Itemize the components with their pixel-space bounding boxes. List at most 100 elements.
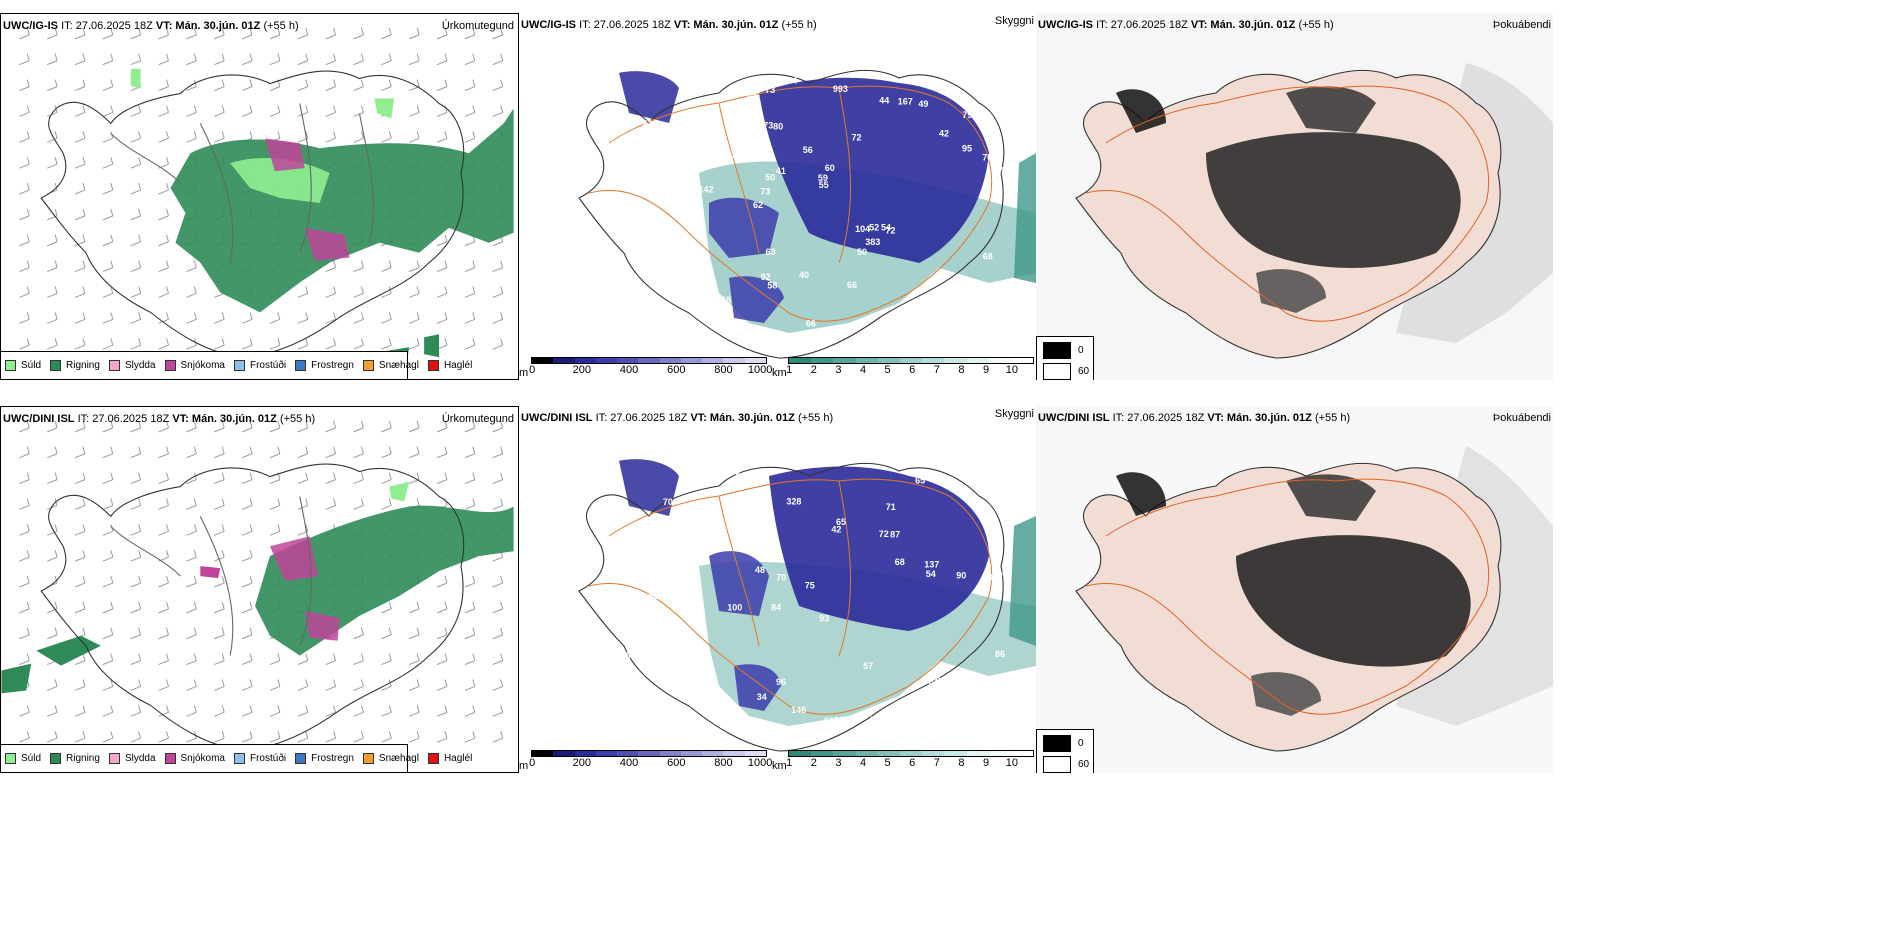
- wind-barb: [46, 446, 58, 459]
- wind-barb: [408, 679, 420, 691]
- wind-barb: [74, 27, 86, 40]
- wind-barb: [269, 27, 281, 40]
- legend-item: Frostregn: [295, 753, 354, 764]
- wind-barb: [214, 705, 225, 717]
- wind-barb: [381, 53, 392, 66]
- colorbar-segment: [553, 751, 575, 756]
- wind-barb: [381, 627, 392, 640]
- wind-barb: [74, 601, 86, 614]
- fog-index-legend: 0 60: [1036, 336, 1094, 380]
- wind-barb: [130, 260, 142, 273]
- wind-barb: [186, 498, 197, 510]
- wind-barb: [74, 208, 86, 221]
- wind-barb: [297, 105, 309, 117]
- cloudbase-value-label: 79: [993, 570, 1003, 580]
- wind-barb: [158, 27, 169, 40]
- cloudbase-value-label: 51: [936, 688, 946, 698]
- colorbar-segment: [855, 751, 878, 756]
- legend-item: Súld: [5, 753, 41, 764]
- cloudbase-value-label: 383: [865, 237, 880, 247]
- wind-barb: [241, 627, 253, 640]
- wind-barb: [353, 705, 364, 717]
- colorbar-segment: [723, 751, 745, 756]
- wind-barb: [325, 472, 337, 485]
- wind-barb: [241, 312, 253, 324]
- cloudbase-value-label: 66: [736, 471, 746, 481]
- wind-barb: [297, 705, 309, 717]
- wind-barb: [436, 705, 448, 717]
- wind-barb: [186, 420, 197, 433]
- wind-barb: [269, 498, 281, 510]
- wind-barb: [130, 131, 142, 143]
- wind-barb: [464, 472, 476, 485]
- colorbar-ticks: 1 2 3 4 5 6 7 8 9 10: [786, 757, 1034, 771]
- legend-item: Slydda: [108, 360, 156, 371]
- wind-barb: [269, 705, 281, 717]
- cloudbase-value-label: 73: [765, 85, 775, 95]
- cloudbase-value-label: 52: [869, 222, 879, 232]
- wind-barb: [158, 679, 169, 691]
- wind-barb: [353, 446, 364, 459]
- wind-barb: [464, 679, 476, 691]
- colorbar-tick: 2: [810, 364, 817, 376]
- iceland-fog-map: [1036, 406, 1553, 773]
- colorbar-segment: [899, 751, 923, 756]
- wind-barb: [158, 208, 169, 221]
- cloudbase-value-label: 70: [637, 174, 647, 184]
- colorbar-segment: [811, 751, 834, 756]
- wind-barb: [408, 338, 420, 350]
- colorbar-tick: 6: [909, 757, 916, 769]
- cloudbase-value-label: 72: [998, 166, 1008, 176]
- colorbar-segment: [988, 751, 1011, 756]
- cloudbase-value-label: 72: [852, 133, 862, 143]
- wind-barb: [408, 420, 420, 433]
- legend-item: 60: [1043, 756, 1089, 773]
- cloudbase-value-label: 71: [630, 509, 640, 519]
- wind-barb: [46, 260, 58, 273]
- precip-type-legend: Súld Rigning Slydda Snjókoma Frostúði Fr…: [1, 351, 472, 379]
- wind-barb: [102, 260, 114, 273]
- cloudbase-value-label: 72: [879, 529, 889, 539]
- wind-barb: [241, 472, 253, 485]
- wind-barb: [74, 182, 86, 195]
- wind-barb: [408, 286, 420, 298]
- cloudbase-value-label: 100: [727, 602, 742, 612]
- colorbar-segment: [877, 358, 900, 363]
- wind-barb: [408, 731, 420, 743]
- wind-barb: [19, 105, 30, 117]
- legend-swatch: [50, 360, 62, 371]
- cloudbase-value-label: 39: [647, 693, 657, 703]
- wind-barb: [158, 182, 169, 195]
- wind-barb: [492, 601, 504, 614]
- colorbar-segment: [966, 751, 989, 756]
- wind-barb: [74, 79, 86, 92]
- cloudbase-value-label: 44: [879, 96, 889, 106]
- colorbar-ticks: 1 2 3 4 5 6 7 8 9 10: [786, 364, 1034, 378]
- colorbar-tick: 5: [884, 757, 891, 769]
- cloudbase-value-label: 74: [641, 555, 651, 565]
- wind-barb: [130, 653, 142, 666]
- wind-barb: [492, 705, 504, 717]
- cloudbase-value-label: 37: [988, 572, 998, 582]
- wind-barb: [74, 472, 86, 485]
- wind-barb: [130, 53, 142, 66]
- colorbar-segment: [922, 751, 945, 756]
- wind-barb: [19, 446, 30, 459]
- legend-item: 0: [1043, 342, 1084, 359]
- cloudbase-value-label: 96: [776, 677, 786, 687]
- wind-barb: [353, 498, 364, 510]
- wind-barb: [297, 79, 309, 92]
- wind-barb: [325, 731, 337, 743]
- cloudbase-value-label: 142: [643, 704, 658, 714]
- wind-barb: [102, 679, 114, 691]
- wind-barb: [297, 731, 309, 743]
- wind-barb: [325, 27, 337, 40]
- wind-barb: [74, 653, 86, 666]
- legend-swatch: [164, 753, 176, 764]
- wind-barb: [436, 601, 448, 614]
- wind-barb: [158, 338, 169, 350]
- cloudbase-value-label: 50: [624, 310, 634, 320]
- colorbar-tick: 600: [667, 757, 686, 769]
- cloudbase-value-label: 66: [847, 280, 857, 290]
- wind-barb: [158, 498, 169, 510]
